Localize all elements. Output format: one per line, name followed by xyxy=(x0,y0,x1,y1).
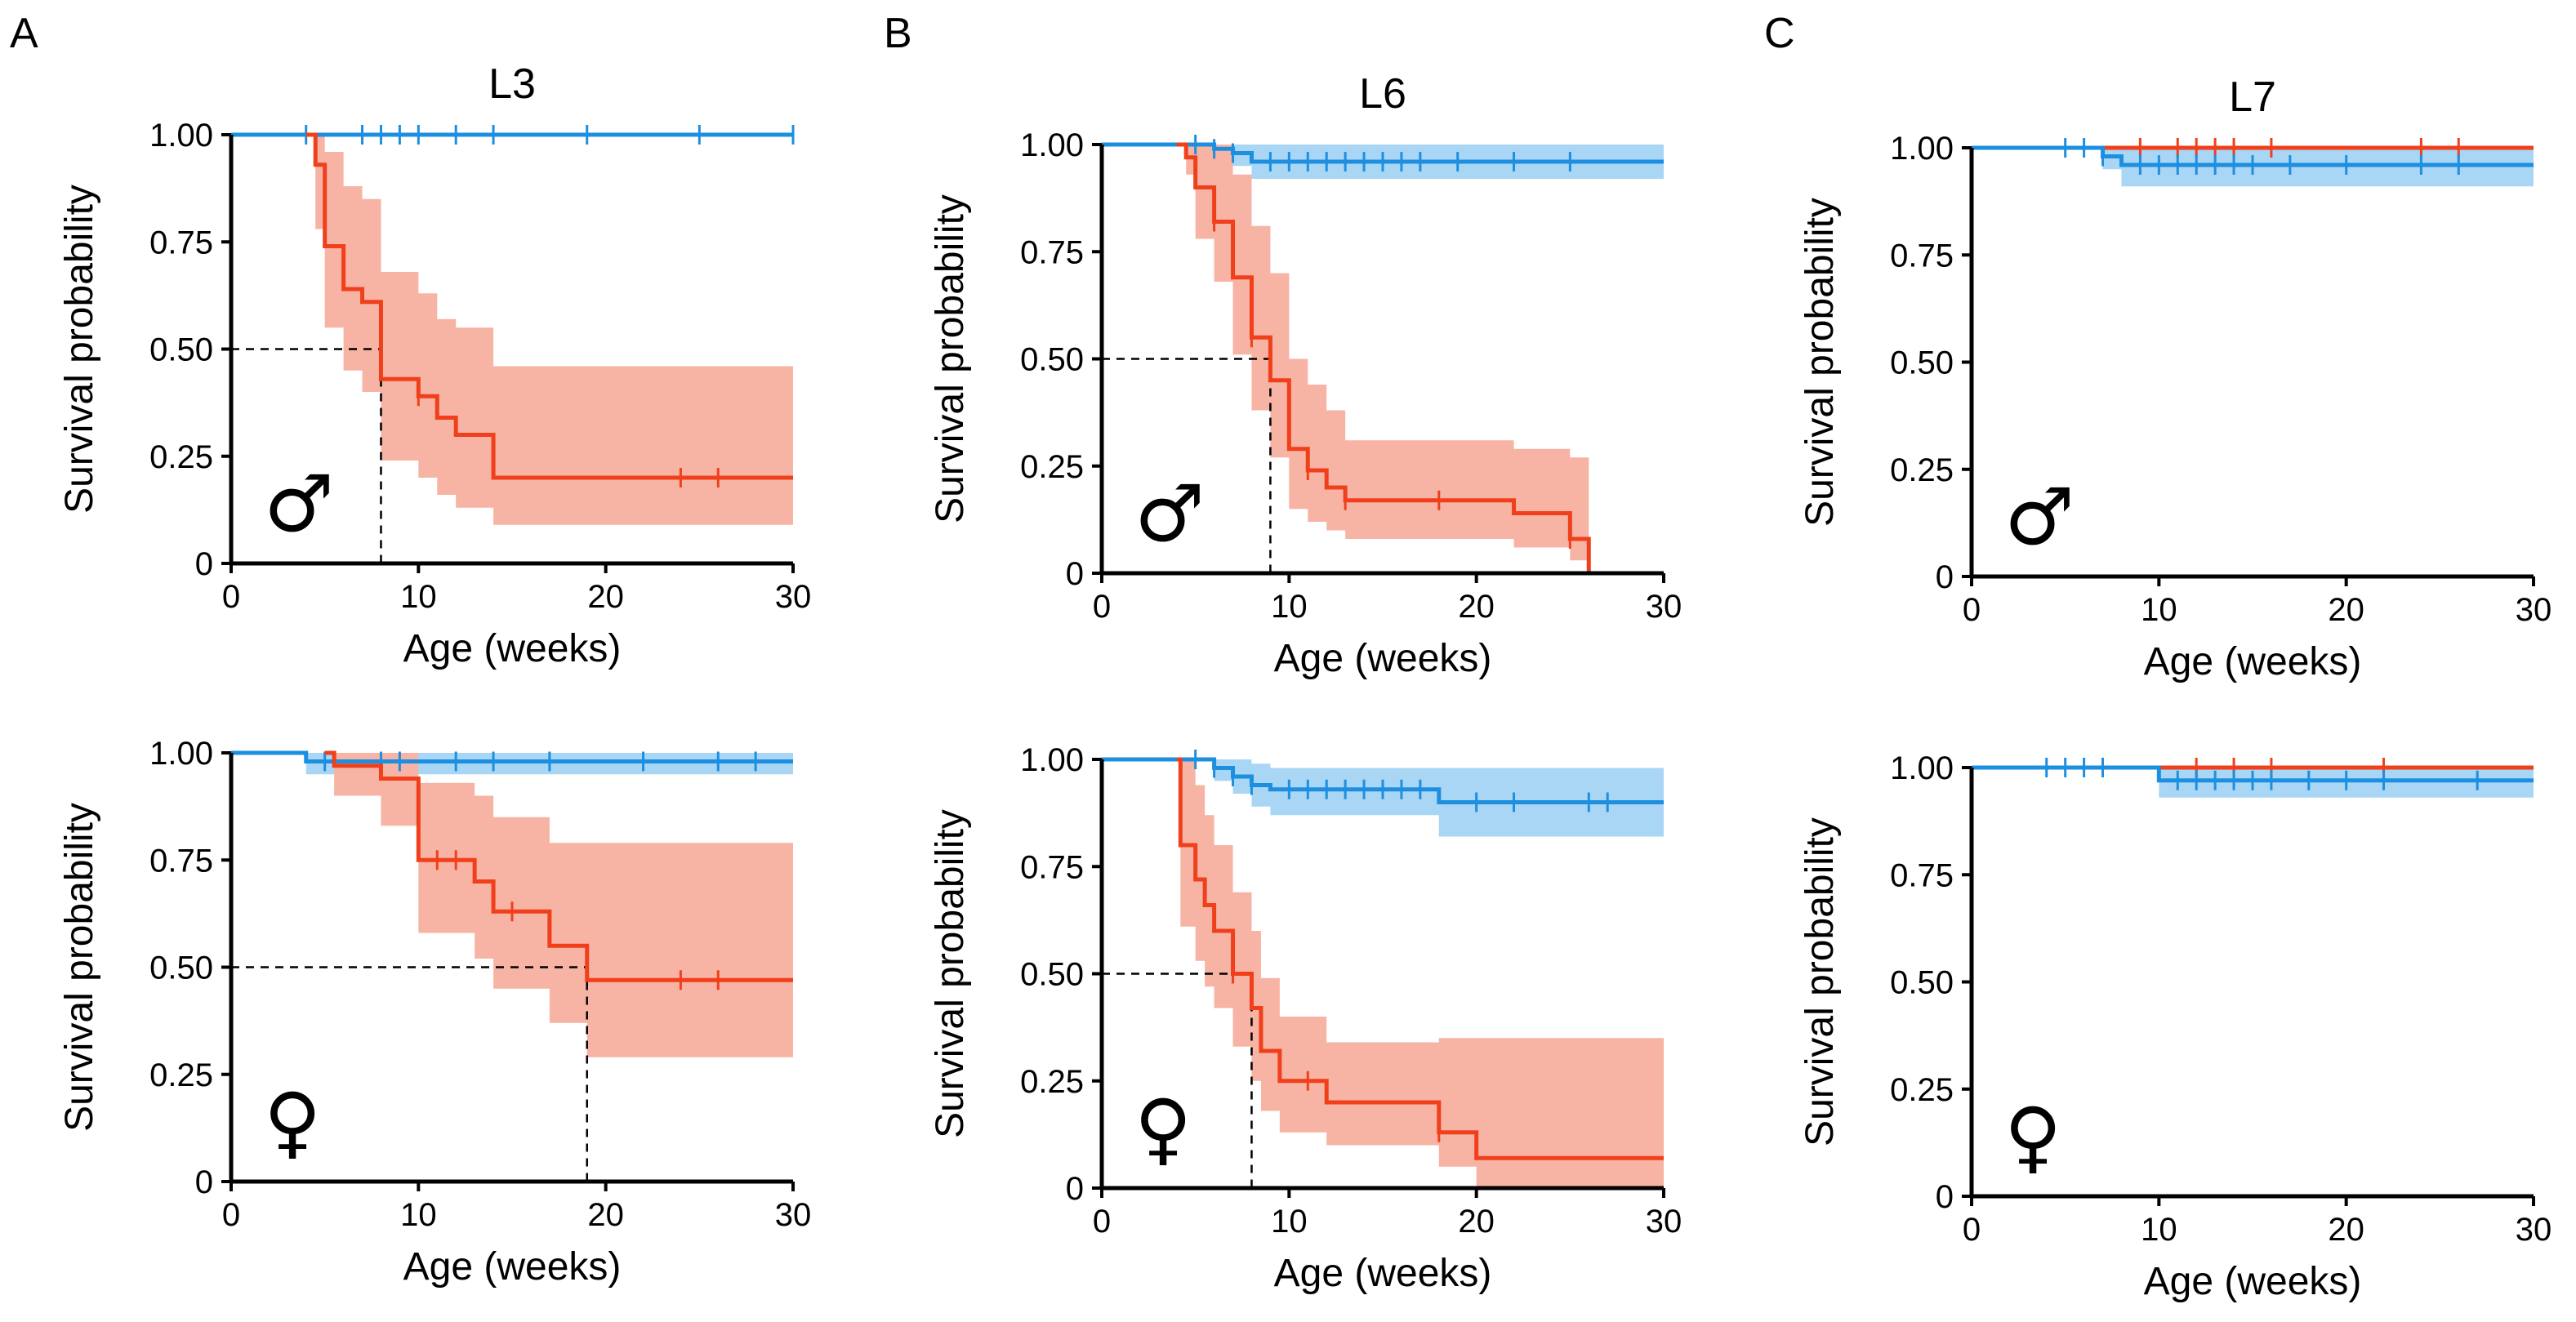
survival-line-mutant xyxy=(305,132,793,480)
chart-C-male: 0 0.25 0.50 0.75 1.00 0 10 20 30 Age (weeks) Survi… xyxy=(1798,73,2551,683)
x-axis-label: Age (weeks) xyxy=(403,1245,622,1289)
x-tick-label: 30 xyxy=(2516,1212,2552,1248)
x-tick-label: 20 xyxy=(1458,1204,1495,1240)
chart-B-male: 0 0.25 0.50 0.75 1.00 0 10 20 30 Age (weeks) Survi… xyxy=(929,70,1682,680)
chart-A-female: 0 0.25 0.50 0.75 1.00 0 10 20 30 Age (weeks) Survi… xyxy=(58,736,811,1289)
x-tick-label: 30 xyxy=(1646,589,1682,625)
x-tick-label: 0 xyxy=(1963,1212,1981,1248)
x-tick-label: 30 xyxy=(775,579,812,615)
female-symbol-icon: ♀ xyxy=(264,1076,321,1168)
y-tick-label: 0.75 xyxy=(1020,234,1084,270)
y-tick-label: 0.50 xyxy=(1020,957,1084,993)
y-tick-label: 1.00 xyxy=(1020,127,1084,163)
ci-band-mutant xyxy=(305,135,793,525)
y-axis-label: Survival probability xyxy=(929,809,972,1138)
x-tick-label: 10 xyxy=(2141,592,2177,628)
y-tick-label: 0.25 xyxy=(1890,452,1954,488)
x-tick-label: 10 xyxy=(1271,589,1308,625)
x-tick-label: 20 xyxy=(2328,592,2364,628)
y-tick-label: 0.50 xyxy=(1890,965,1954,1001)
y-tick-label: 0.25 xyxy=(1890,1072,1954,1108)
chart-title: L6 xyxy=(1359,70,1406,118)
y-tick-label: 0.50 xyxy=(1020,342,1084,378)
chart-title: L7 xyxy=(2229,73,2276,121)
x-tick-label: 30 xyxy=(1646,1204,1682,1240)
panel-letter-c: C xyxy=(1764,10,1795,57)
y-axis-label: Survival probability xyxy=(1798,198,1842,527)
y-tick-label: 0.25 xyxy=(1020,1064,1084,1100)
y-axis-label: Survival probability xyxy=(58,803,101,1132)
x-axis-label: Age (weeks) xyxy=(403,627,622,670)
female-symbol-icon: ♀ xyxy=(2004,1091,2061,1182)
survival-line-mutant xyxy=(1176,142,1591,573)
x-tick-label: 0 xyxy=(1093,1204,1111,1240)
x-tick-label: 20 xyxy=(1458,589,1495,625)
survival-line-mutant xyxy=(324,750,793,982)
y-axis-label: Survival probability xyxy=(929,194,972,523)
x-tick-label: 0 xyxy=(222,579,240,615)
y-tick-label: 0 xyxy=(195,546,213,582)
y-tick-label: 0.50 xyxy=(149,332,213,368)
y-tick-label: 0.50 xyxy=(1890,345,1954,381)
ci-band-mutant xyxy=(1176,145,1589,573)
female-symbol-icon: ♀ xyxy=(1134,1083,1192,1174)
y-tick-label: 0.75 xyxy=(1890,857,1954,893)
x-tick-label: 0 xyxy=(222,1197,240,1233)
y-tick-label: 0.75 xyxy=(1020,849,1084,885)
x-tick-label: 30 xyxy=(775,1197,812,1233)
x-axis-label: Age (weeks) xyxy=(1274,637,1492,680)
y-tick-label: 0.50 xyxy=(149,950,213,986)
y-tick-label: 0 xyxy=(1936,559,1954,595)
y-tick-label: 1.00 xyxy=(1890,131,1954,167)
y-tick-label: 0.75 xyxy=(149,843,213,879)
ci-band-mutant xyxy=(324,753,794,1057)
x-tick-label: 10 xyxy=(1271,1204,1308,1240)
y-tick-label: 0 xyxy=(195,1164,213,1200)
x-tick-label: 20 xyxy=(2328,1212,2364,1248)
ci-band-control xyxy=(231,753,793,775)
y-tick-label: 1.00 xyxy=(149,118,213,154)
x-axis-label: Age (weeks) xyxy=(2144,640,2362,683)
y-tick-label: 0 xyxy=(1066,1171,1084,1207)
x-tick-label: 20 xyxy=(587,1197,624,1233)
male-symbol-icon: ♂ xyxy=(1134,468,1205,559)
x-axis-label: Age (weeks) xyxy=(1274,1252,1492,1295)
y-axis-label: Survival probability xyxy=(58,185,101,514)
male-symbol-icon: ♂ xyxy=(264,458,334,550)
x-tick-label: 10 xyxy=(400,1197,437,1233)
x-axis-label: Age (weeks) xyxy=(2144,1260,2362,1303)
y-tick-label: 0.25 xyxy=(149,439,213,475)
y-tick-label: 0.75 xyxy=(149,225,213,260)
x-tick-label: 20 xyxy=(587,579,624,615)
y-tick-label: 0 xyxy=(1936,1179,1954,1215)
x-tick-label: 10 xyxy=(400,579,437,615)
y-tick-label: 0.75 xyxy=(1890,238,1954,274)
panel-letter-a: A xyxy=(10,10,38,57)
survival-line-control xyxy=(1972,145,2534,167)
panel-letter-b: B xyxy=(884,10,912,57)
chart-C-female: 0 0.25 0.50 0.75 1.00 0 10 20 30 Age (weeks) Survi… xyxy=(1798,750,2551,1303)
y-tick-label: 1.00 xyxy=(1890,750,1954,786)
x-tick-label: 0 xyxy=(1963,592,1981,628)
x-tick-label: 10 xyxy=(2141,1212,2177,1248)
x-tick-label: 0 xyxy=(1093,589,1111,625)
y-tick-label: 1.00 xyxy=(149,736,213,772)
male-symbol-icon: ♂ xyxy=(2004,471,2075,563)
chart-A-male: 0 0.25 0.50 0.75 1.00 0 10 20 30 Age (weeks) Survi… xyxy=(58,60,811,670)
survival-line-mutant xyxy=(1176,757,1664,1160)
x-tick-label: 30 xyxy=(2516,592,2552,628)
y-tick-label: 0.25 xyxy=(149,1057,213,1093)
y-axis-label: Survival probability xyxy=(1798,817,1842,1146)
y-tick-label: 0.25 xyxy=(1020,449,1084,485)
y-tick-label: 0 xyxy=(1066,556,1084,592)
y-tick-label: 1.00 xyxy=(1020,742,1084,778)
chart-title: L3 xyxy=(488,60,536,108)
chart-B-female: 0 0.25 0.50 0.75 1.00 0 10 20 30 Age (weeks) Survi… xyxy=(929,742,1682,1295)
